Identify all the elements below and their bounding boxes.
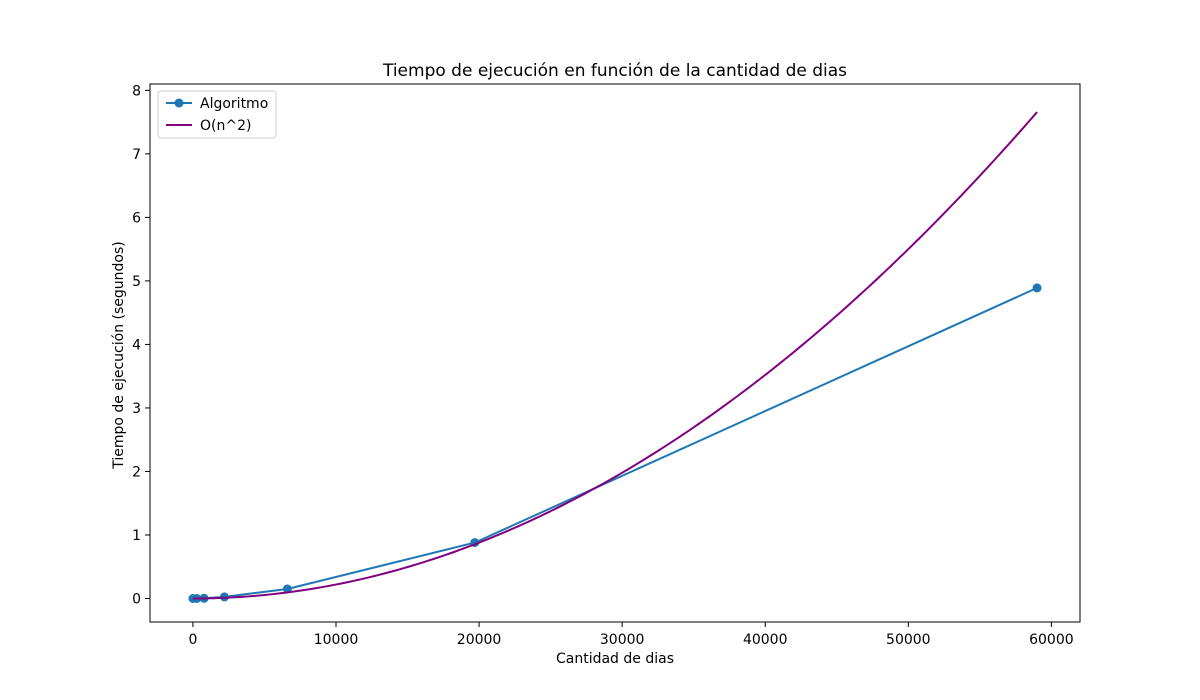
y-tick-label: 4 bbox=[132, 337, 141, 353]
y-axis-label: Tiempo de ejecución (segundos) bbox=[111, 241, 127, 470]
legend-label-0: Algoritmo bbox=[200, 96, 268, 112]
x-axis: 0 10000 20000 30000 40000 50000 60000 bbox=[188, 622, 1074, 648]
y-tick-label: 2 bbox=[132, 464, 141, 480]
y-tick-label: 6 bbox=[132, 210, 141, 226]
plot-area bbox=[149, 83, 1081, 623]
y-tick-label: 1 bbox=[132, 528, 141, 544]
x-tick-label: 30000 bbox=[600, 632, 645, 648]
legend: Algoritmo O(n^2) bbox=[157, 90, 277, 139]
series-line-0 bbox=[192, 286, 1038, 600]
y-tick-label: 7 bbox=[132, 147, 141, 163]
y-tick-label: 3 bbox=[132, 401, 141, 417]
data-point-0-6 bbox=[1032, 283, 1042, 293]
x-tick-label: 50000 bbox=[886, 632, 931, 648]
x-tick-label: 20000 bbox=[457, 632, 502, 648]
series-line-1 bbox=[192, 111, 1038, 600]
legend-marker-0 bbox=[174, 98, 184, 108]
x-tick-label: 10000 bbox=[314, 632, 359, 648]
x-tick-label: 0 bbox=[188, 632, 197, 648]
x-tick-label: 40000 bbox=[743, 632, 788, 648]
x-axis-label: Cantidad de dias bbox=[556, 651, 674, 667]
chart-title: Tiempo de ejecución en función de la can… bbox=[382, 61, 847, 81]
axes-frame bbox=[149, 83, 1081, 623]
legend-label-1: O(n^2) bbox=[200, 118, 251, 134]
y-tick-label: 8 bbox=[132, 83, 141, 99]
x-tick-label: 60000 bbox=[1029, 632, 1074, 648]
y-tick-label: 5 bbox=[132, 274, 141, 290]
y-tick-label: 0 bbox=[132, 591, 141, 607]
y-axis: 0 1 2 3 4 5 6 7 8 bbox=[132, 83, 150, 607]
